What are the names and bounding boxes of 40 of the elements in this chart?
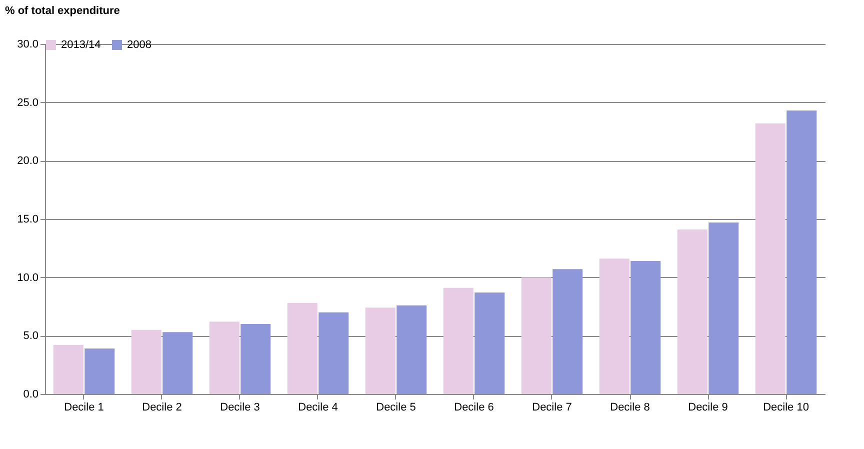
x-tick-label: Decile 4 <box>298 402 338 414</box>
bar <box>240 324 271 394</box>
bar <box>209 322 240 394</box>
y-tick-label: 25.0 <box>17 96 38 109</box>
y-axis-title: % of total expenditure <box>5 5 120 17</box>
x-tick-label: Decile 2 <box>142 402 182 414</box>
x-tick-label: Decile 3 <box>220 402 260 414</box>
bar <box>84 348 115 394</box>
bar <box>521 277 552 394</box>
y-tick-label: 15.0 <box>17 214 38 226</box>
bar <box>474 292 505 394</box>
x-tick-label: Decile 5 <box>376 402 416 414</box>
bar <box>318 312 349 394</box>
bar <box>599 258 630 394</box>
x-tick-label: Decile 9 <box>688 402 728 414</box>
bar <box>53 345 84 394</box>
bar <box>396 305 427 394</box>
y-tick-label: 5.0 <box>23 330 38 342</box>
y-tick-label: 0.0 <box>23 388 38 400</box>
x-tick-label: Decile 1 <box>64 402 104 414</box>
bar <box>677 230 708 394</box>
bar <box>708 222 739 394</box>
bar <box>755 123 786 394</box>
x-tick-label: Decile 7 <box>532 402 572 414</box>
bar <box>630 261 661 394</box>
x-tick-label: Decile 10 <box>763 402 809 414</box>
x-tick-label: Decile 6 <box>454 402 494 414</box>
bar <box>786 110 817 394</box>
y-tick-label: 10.0 <box>17 272 38 284</box>
bar <box>552 269 583 394</box>
bar <box>162 332 193 394</box>
bar <box>287 303 318 394</box>
bar <box>443 288 474 394</box>
bar <box>131 330 162 394</box>
x-tick-label: Decile 8 <box>610 402 650 414</box>
y-tick-label: 20.0 <box>17 155 38 168</box>
y-tick-label: 30.0 <box>17 38 38 50</box>
legend-label: 2013/14 <box>61 39 101 51</box>
legend-label: 2008 <box>127 39 152 51</box>
bar <box>365 308 396 394</box>
